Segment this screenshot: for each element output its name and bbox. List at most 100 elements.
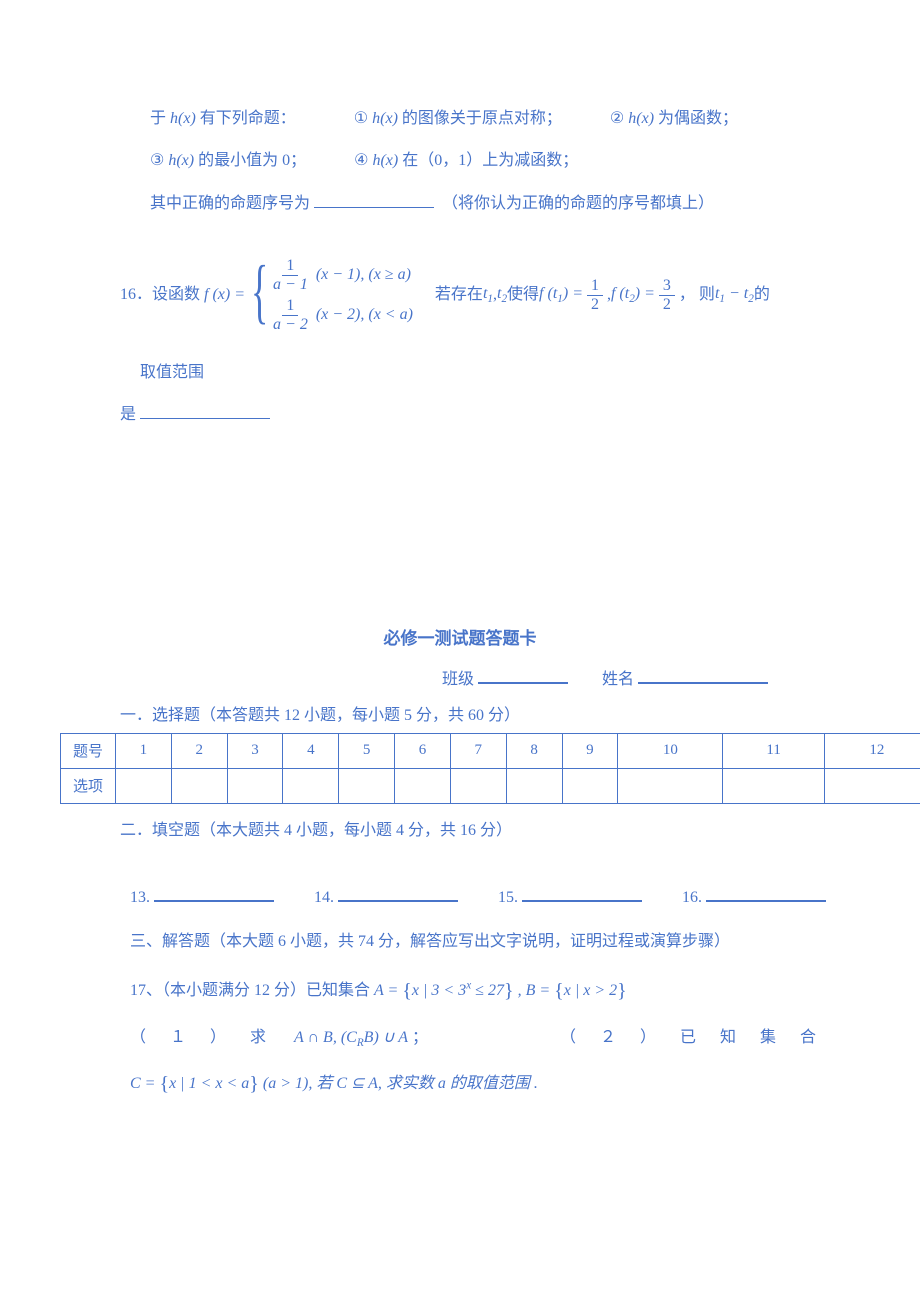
col-num: 6: [395, 733, 451, 768]
answer-cell[interactable]: [824, 768, 920, 803]
sub: R: [357, 1037, 364, 1049]
Ceq: C =: [130, 1075, 159, 1092]
case-1: 1 a − 1 (x − 1), (x ≥ a): [265, 255, 413, 295]
tail: (x − 1), (x ≥ a): [316, 264, 411, 286]
q17-line3: C = {x | 1 < x < a} (a > 1), 若 C ⊆ A, 求实…: [130, 1058, 860, 1110]
cond: ≤ 27: [471, 982, 504, 999]
denominator: a − 1: [273, 276, 308, 293]
col-num: 3: [227, 733, 283, 768]
lbrace-icon: {: [159, 1073, 169, 1095]
answer-cell[interactable]: [116, 768, 172, 803]
answer-cell[interactable]: [450, 768, 506, 803]
answer-cell[interactable]: [283, 768, 339, 803]
fill-blank[interactable]: [140, 402, 270, 419]
fill-15: 15.: [498, 884, 646, 907]
fill-blank[interactable]: [338, 884, 458, 902]
col-num: 1: [116, 733, 172, 768]
piecewise: { 1 a − 1 (x − 1), (x ≥ a) 1 a − 2 (x − …: [251, 255, 413, 335]
name-label: 姓名: [602, 671, 634, 688]
table-row-header: 题号 1 2 3 4 5 6 7 8 9 10 11 12: [61, 733, 920, 768]
fx: f (x) =: [204, 286, 245, 303]
cond: x | x > 2: [564, 982, 617, 999]
text: （２）已知集合: [560, 1029, 840, 1046]
text: 为偶函数；: [654, 110, 738, 127]
col-num: 12: [824, 733, 920, 768]
q15-line2: ③ h(x) 的最小值为 0； ④ h(x) 在（0，1）上为减函数；: [60, 142, 860, 180]
fill-blanks-row: 13. 14. 15. 16.: [60, 884, 860, 907]
numerator: 1: [282, 257, 298, 276]
q16-is-line: 是: [60, 400, 860, 424]
fill-16: 16.: [682, 884, 830, 907]
answer-cell[interactable]: [562, 768, 618, 803]
class-blank[interactable]: [478, 666, 568, 684]
answer-cell[interactable]: [723, 768, 824, 803]
answer-cell[interactable]: [395, 768, 451, 803]
answer-cell[interactable]: [618, 768, 723, 803]
tail: (a > 1), 若 C ⊆ A, 求实数 a 的取值范围 .: [263, 1075, 538, 1092]
label: 15.: [498, 889, 518, 906]
row-label: 选项: [61, 768, 116, 803]
numerator: 3: [659, 277, 675, 296]
text: （将你认为正确的命题的序号都填上）: [442, 195, 714, 212]
hx: h(x): [170, 110, 196, 127]
class-label: 班级: [442, 671, 474, 688]
answer-table: 题号 1 2 3 4 5 6 7 8 9 10 11 12 选项: [60, 733, 920, 804]
text: 16．设函数: [120, 286, 204, 303]
fill-blank[interactable]: [706, 884, 826, 902]
fill-blank[interactable]: [154, 884, 274, 902]
Aeq: A =: [374, 982, 402, 999]
table-row-options: 选项: [61, 768, 920, 803]
label: 13.: [130, 889, 150, 906]
expr: B) ∪ A: [364, 1029, 408, 1046]
numerator: 1: [282, 297, 298, 316]
eq: ) =: [635, 285, 655, 302]
answer-cell[interactable]: [227, 768, 283, 803]
rbrace-icon: }: [617, 980, 627, 1002]
label: 14.: [314, 889, 334, 906]
answer-cell[interactable]: [339, 768, 395, 803]
expr: A ∩ B, (C: [294, 1029, 357, 1046]
answer-cell[interactable]: [171, 768, 227, 803]
text: ， 则: [679, 284, 715, 306]
hx: h(x): [372, 152, 398, 169]
cond: x | 3 < 3: [412, 982, 466, 999]
answer-cell[interactable]: [506, 768, 562, 803]
class-name-row: 班级 姓名: [60, 665, 860, 689]
fill-14: 14.: [314, 884, 462, 907]
text: 17、（本小题满分 12 分）已知集合: [130, 982, 374, 999]
q17-line2: （１）求 A ∩ B, (CRB) ∪ A ； （２）已知集合: [130, 1017, 860, 1059]
fill-blank[interactable]: [314, 191, 434, 208]
text: 是: [120, 406, 136, 423]
section-1-head: 一．选择题（本答题共 12 小题，每小题 5 分，共 60 分）: [60, 701, 860, 725]
minus: − t: [725, 285, 748, 302]
text: 于: [150, 110, 166, 127]
q15-line1: 于 h(x) 有下列命题： ① h(x) 的图像关于原点对称； ② h(x) 为…: [60, 100, 860, 138]
fraction: 1 a − 2: [269, 297, 312, 333]
text: 取值范围: [140, 364, 204, 381]
name-blank[interactable]: [638, 666, 768, 684]
text: 的: [754, 284, 770, 306]
col-num: 5: [339, 733, 395, 768]
answer-card-title: 必修一测试题答题卡: [60, 624, 860, 649]
col-num: 10: [618, 733, 723, 768]
fraction: 1 a − 1: [269, 257, 312, 293]
text: 的图像关于原点对称；: [398, 110, 562, 127]
denominator: 2: [587, 296, 603, 314]
denominator: 2: [659, 296, 675, 314]
label: ②: [610, 110, 628, 127]
row-label: 题号: [61, 733, 116, 768]
fraction: 3 2: [659, 277, 675, 313]
hx: h(x): [168, 152, 194, 169]
fill-13: 13.: [130, 884, 278, 907]
q15-answer-line: 其中正确的命题序号为 （将你认为正确的命题的序号都填上）: [60, 185, 860, 223]
text: 在（0，1）上为减函数；: [398, 152, 578, 169]
sep: ；: [412, 1029, 428, 1046]
left-brace-icon: {: [251, 255, 258, 335]
numerator: 1: [587, 277, 603, 296]
text: 若存在: [435, 284, 483, 306]
rbrace-icon: }: [249, 1073, 259, 1095]
fill-blank[interactable]: [522, 884, 642, 902]
q16-label: 16．设函数 f (x) =: [60, 284, 245, 306]
col-num: 7: [450, 733, 506, 768]
col-num: 4: [283, 733, 339, 768]
